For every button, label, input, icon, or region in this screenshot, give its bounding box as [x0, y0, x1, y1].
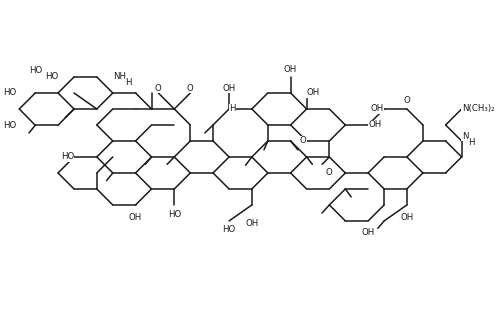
Text: OH: OH — [222, 84, 235, 93]
Text: OH: OH — [400, 213, 413, 222]
Text: OH: OH — [284, 65, 297, 74]
Text: O: O — [155, 84, 162, 93]
Text: HO: HO — [168, 210, 181, 219]
Text: O: O — [326, 168, 332, 177]
Text: HO: HO — [61, 152, 74, 162]
Text: O: O — [187, 84, 194, 93]
Text: OH: OH — [362, 228, 375, 237]
Text: HO: HO — [222, 225, 235, 234]
Text: N: N — [462, 132, 468, 141]
Text: OH: OH — [368, 121, 382, 129]
Text: HO: HO — [45, 73, 58, 82]
Text: H: H — [468, 138, 475, 147]
Text: OH: OH — [371, 104, 384, 113]
Text: N(CH₃)₂: N(CH₃)₂ — [462, 104, 494, 113]
Text: HO: HO — [4, 121, 17, 130]
Text: OH: OH — [306, 88, 320, 97]
Text: OH: OH — [129, 213, 142, 222]
Text: HO: HO — [4, 88, 17, 97]
Text: OH: OH — [245, 219, 258, 228]
Text: O: O — [300, 137, 306, 146]
Text: O: O — [404, 96, 410, 105]
Text: H: H — [125, 78, 132, 87]
Text: HO: HO — [28, 66, 42, 74]
Text: H: H — [229, 104, 235, 113]
Text: NH: NH — [113, 73, 126, 82]
